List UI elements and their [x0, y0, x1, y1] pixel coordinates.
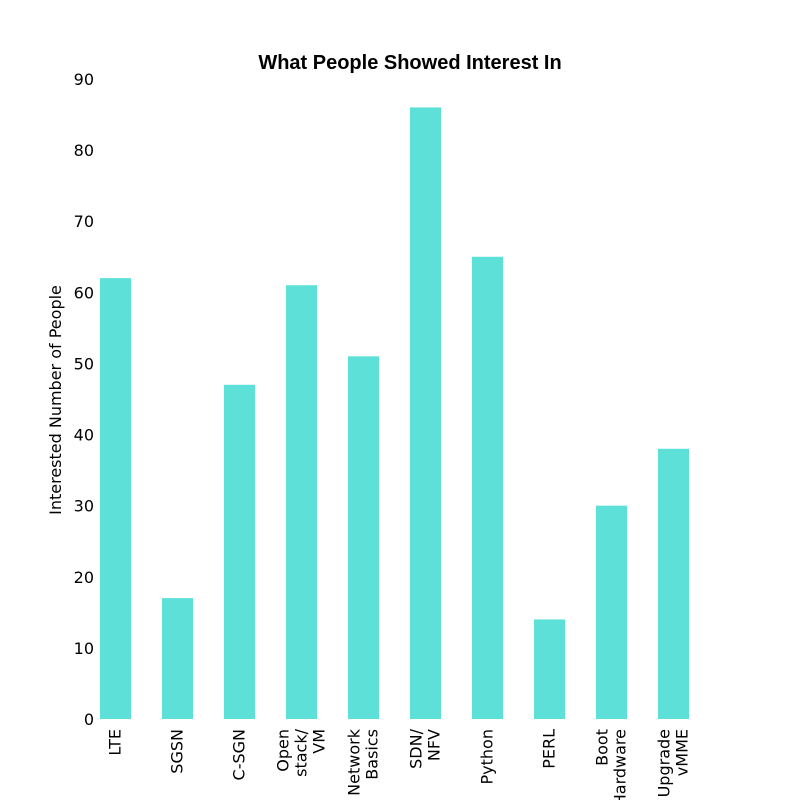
x-tick-label-line: PERL: [540, 729, 559, 769]
y-tick-label: 40: [74, 426, 94, 445]
bar: [410, 107, 441, 719]
y-axis-ticks: 0 10 20 30 40 50 60 70 80 90: [74, 70, 94, 729]
x-tick-label: Openstack/VM: [274, 728, 329, 776]
x-tick-label: NetworkBasics: [345, 728, 382, 796]
bar: [224, 384, 255, 719]
y-tick-label: 10: [74, 639, 94, 658]
x-tick-label-line: SGSN: [168, 729, 187, 774]
x-tick-label: BootHardware: [593, 729, 630, 800]
bar: [596, 505, 627, 719]
y-tick-label: 0: [84, 710, 94, 729]
x-tick-label: LTE: [106, 729, 125, 756]
x-tick-label-line: Basics: [363, 729, 382, 780]
x-tick-label: SGSN: [168, 729, 187, 774]
x-tick-label: Python: [478, 729, 497, 784]
bar: [472, 256, 503, 719]
x-tick-label-line: Boot: [593, 729, 612, 766]
bar: [286, 285, 317, 719]
x-tick-label-line: vMME: [673, 729, 692, 776]
x-tick-label-line: Open: [274, 729, 293, 772]
x-tick-label-line: Python: [478, 729, 497, 784]
bar: [348, 356, 379, 719]
x-tick-label-line: stack/: [292, 728, 311, 776]
x-tick-label-line: Hardware: [611, 729, 630, 800]
x-tick-label: PERL: [540, 729, 559, 769]
bar: [100, 278, 131, 719]
y-tick-label: 30: [74, 497, 94, 516]
bar: [658, 448, 689, 719]
bar: [534, 619, 565, 719]
x-tick-label: UpgradevMME: [655, 729, 692, 797]
bars: [100, 107, 689, 719]
x-tick-label-line: Upgrade: [655, 729, 674, 797]
x-tick-label: SDN/NFV: [407, 728, 444, 768]
bar: [162, 598, 193, 719]
y-tick-label: 90: [74, 70, 94, 89]
y-tick-label: 60: [74, 283, 94, 302]
x-axis-ticks: LTE SGSN C-SGN Openstack/VM NetworkBasics SDN…: [106, 728, 692, 805]
y-axis-label: Interested Number of People: [46, 285, 65, 515]
x-tick-label-line: VM: [310, 729, 329, 754]
x-tick-label-line: NFV: [425, 729, 444, 761]
y-tick-label: 70: [74, 212, 94, 231]
x-tick-label-line: C-SGN: [230, 729, 249, 780]
chart-title: What People Showed Interest In: [258, 52, 561, 74]
x-tick-label: C-SGN: [230, 729, 249, 780]
x-tick-label-line: Network: [345, 728, 364, 796]
y-tick-label: 20: [74, 568, 94, 587]
y-tick-label: 50: [74, 354, 94, 373]
y-tick-label: 80: [74, 141, 94, 160]
x-tick-label-line: SDN/: [407, 728, 426, 768]
x-tick-label-line: LTE: [106, 729, 125, 756]
